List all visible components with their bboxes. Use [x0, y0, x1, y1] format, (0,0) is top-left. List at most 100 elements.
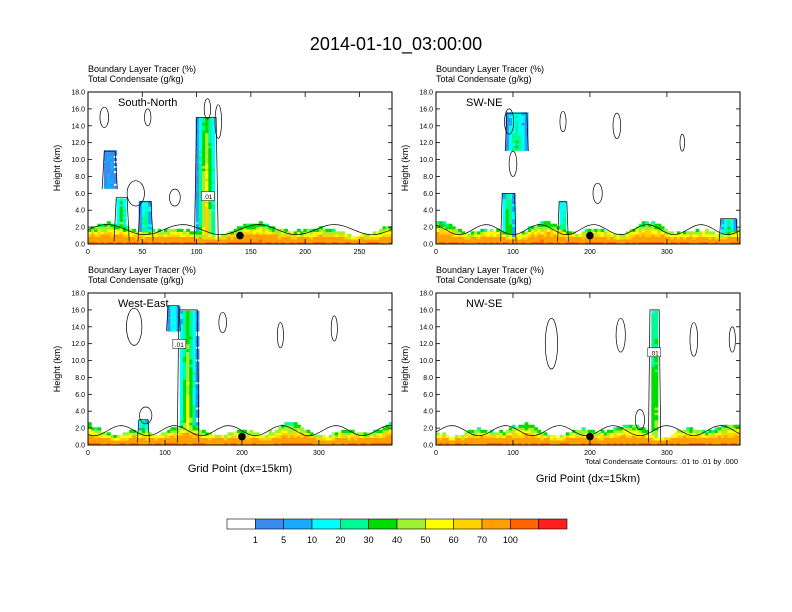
heatmap-cell — [211, 130, 216, 134]
heatmap-cell — [622, 442, 627, 445]
heatmap-cell — [736, 241, 740, 244]
heatmap-cell — [527, 442, 532, 445]
heatmap-cell — [170, 228, 175, 232]
heatmap-cell — [151, 241, 156, 244]
heatmap-cell — [122, 432, 127, 436]
heatmap-cell — [724, 236, 728, 240]
colorbar-label: 60 — [449, 535, 459, 545]
heatmap-cell — [654, 401, 659, 406]
heatmap-cell — [338, 233, 342, 237]
heatmap-cell — [119, 206, 124, 210]
heatmap-cell — [259, 442, 263, 445]
heatmap-cell — [480, 238, 485, 243]
heatmap-cell — [205, 122, 209, 126]
heatmap-cell — [518, 434, 523, 438]
heatmap-cell — [255, 439, 260, 444]
heatmap-cell — [645, 437, 649, 441]
heatmap-cell — [534, 231, 538, 235]
heatmap-cell — [243, 223, 247, 227]
heatmap-cell — [464, 437, 469, 441]
heatmap-cell — [328, 434, 333, 438]
heatmap-cell — [236, 442, 241, 445]
heatmap-cell — [192, 424, 197, 428]
colorbar-swatch — [396, 518, 426, 530]
heatmap-cell — [477, 439, 481, 444]
heatmap-cell — [553, 434, 557, 438]
heatmap-cell — [660, 241, 665, 244]
heatmap-cell — [531, 429, 535, 433]
heatmap-cell — [461, 241, 466, 244]
heatmap-cell — [186, 374, 190, 378]
heatmap-cell — [610, 434, 614, 438]
heatmap-cell — [597, 241, 602, 244]
heatmap-cell — [91, 434, 95, 438]
heatmap-cell — [508, 122, 513, 126]
colorbar-swatch — [340, 518, 369, 530]
condensate-contour — [679, 133, 685, 152]
heatmap-cell — [186, 434, 190, 438]
heatmap-cell — [103, 178, 108, 182]
heatmap-cell — [145, 241, 149, 244]
heatmap-cell — [385, 432, 390, 436]
heatmap-cell — [350, 434, 355, 438]
heatmap-cell — [562, 213, 567, 217]
heatmap-cell — [613, 429, 618, 433]
heatmap-cell — [249, 236, 254, 240]
heatmap-cell — [730, 223, 735, 227]
heatmap-cell — [651, 369, 656, 373]
heatmap-cell — [705, 228, 709, 232]
heatmap-cell — [543, 221, 548, 225]
heatmap-cell — [195, 137, 200, 141]
heatmap-cell — [600, 432, 605, 436]
heatmap-cell — [575, 241, 580, 244]
heatmap-cell — [505, 130, 510, 134]
heatmap-cell — [470, 231, 475, 235]
heatmap-cell — [265, 231, 270, 235]
heatmap-cell — [179, 233, 184, 237]
heatmap-cell — [167, 231, 171, 235]
heatmap-cell — [211, 203, 216, 207]
heatmap-cell — [205, 145, 209, 149]
heatmap-cell — [170, 241, 175, 244]
heatmap-cell — [195, 173, 200, 177]
heatmap-cell — [717, 241, 722, 244]
heatmap-cell — [141, 231, 146, 235]
heatmap-cell — [205, 228, 209, 232]
heatmap-cell — [733, 241, 738, 244]
y-tick-label: 10.0 — [71, 157, 85, 164]
heatmap-cell — [683, 231, 687, 235]
heatmap-cell — [208, 165, 213, 169]
heatmap-cell — [183, 238, 187, 243]
colorbar-swatch — [453, 518, 483, 530]
heatmap-cell — [141, 429, 146, 433]
heatmap-cell — [230, 233, 235, 237]
x-axis-label: Grid Point (dx=15km) — [536, 473, 640, 485]
heatmap-cell — [616, 437, 621, 441]
heatmap-cell — [195, 434, 200, 438]
heatmap-cell — [448, 228, 453, 232]
heatmap-cell — [195, 238, 200, 243]
heatmap-cell — [205, 208, 209, 212]
heatmap-cell — [167, 233, 171, 237]
heatmap-cell — [173, 323, 178, 327]
heatmap-cell — [654, 384, 659, 388]
heatmap-cell — [344, 233, 349, 237]
heatmap-cell — [439, 442, 443, 445]
heatmap-cell — [654, 223, 659, 227]
heatmap-cell — [202, 155, 206, 159]
heatmap-cell — [284, 233, 289, 237]
heatmap-cell — [455, 434, 459, 438]
heatmap-cell — [679, 233, 684, 237]
heatmap-cell — [138, 419, 143, 423]
heatmap-cell — [186, 376, 190, 380]
heatmap-cell — [508, 434, 513, 438]
heatmap-cell — [385, 442, 390, 445]
heatmap-cell — [711, 439, 716, 444]
heatmap-cell — [524, 233, 529, 237]
heatmap-cell — [243, 442, 247, 445]
heatmap-cell — [145, 233, 149, 237]
heatmap-cell — [141, 208, 146, 212]
heatmap-cell — [176, 231, 181, 235]
heatmap-cell — [654, 333, 659, 337]
heatmap-cell — [116, 228, 121, 232]
